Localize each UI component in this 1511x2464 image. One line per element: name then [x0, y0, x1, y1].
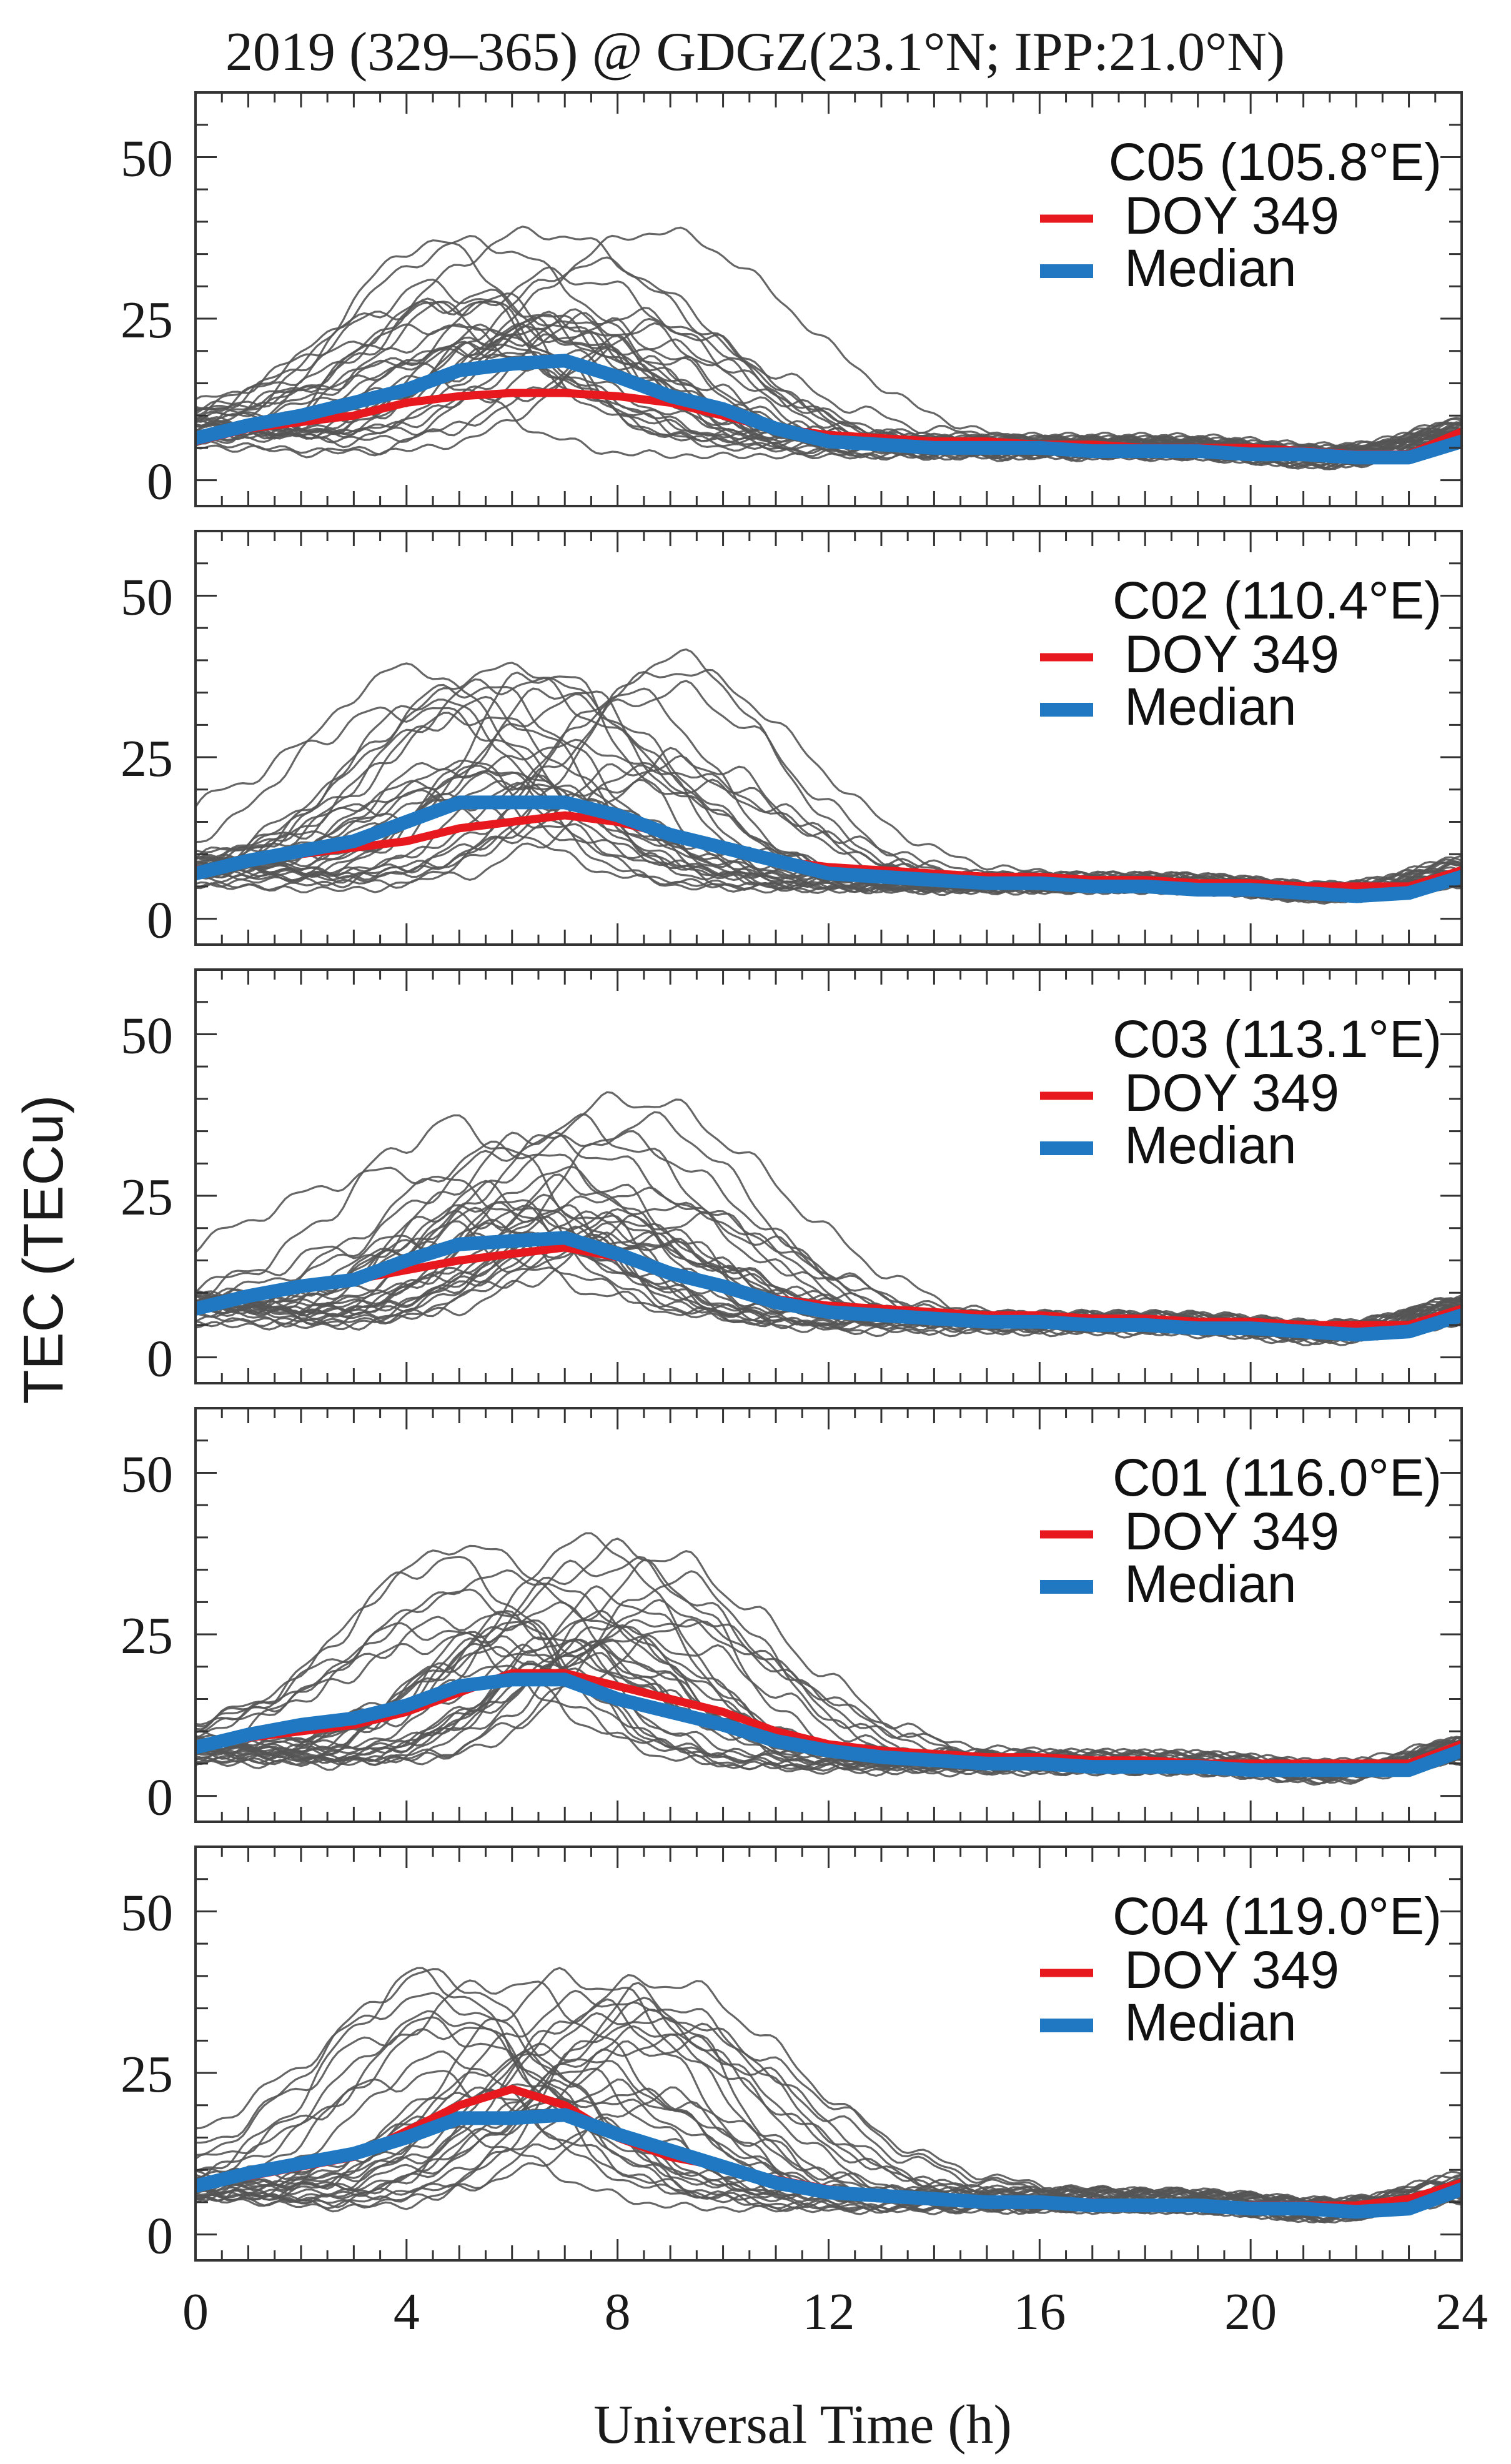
y-tick-label: 50: [121, 1445, 173, 1503]
legend-median-label: Median: [1124, 1116, 1297, 1175]
x-tick-label: 24: [1435, 2283, 1488, 2341]
median-line: [196, 2108, 1462, 2219]
y-axis-label: TEC (TECu): [12, 1095, 75, 1404]
median-line: [196, 1231, 1462, 1342]
y-tick-label: 50: [121, 568, 173, 626]
median-line: [196, 1672, 1462, 1777]
y-tick-label: 50: [121, 1884, 173, 1942]
y-tick-label: 0: [147, 1330, 173, 1388]
background-day-curve: [196, 1248, 1462, 1344]
x-tick-label: 8: [605, 2283, 631, 2341]
legend-doy349-label: DOY 349: [1124, 1063, 1339, 1122]
background-day-curve: [196, 1619, 1462, 1765]
y-tick-label: 0: [147, 1769, 173, 1827]
y-tick-label: 0: [147, 453, 173, 511]
x-axis-label: Universal Time (h): [593, 2395, 1012, 2455]
x-tick-label: 16: [1013, 2283, 1066, 2341]
x-tick-label: 12: [803, 2283, 855, 2341]
tick-marks: [194, 531, 1463, 945]
background-day-curve: [196, 1556, 1462, 1785]
panel-label: C03 (113.1°E): [1112, 1010, 1442, 1068]
y-tick-label: 25: [121, 730, 173, 788]
tick-marks: [194, 92, 1463, 506]
background-day-curve: [196, 1974, 1462, 2203]
panel-label: C01 (116.0°E): [1112, 1448, 1442, 1507]
tick-marks: [194, 1847, 1463, 2260]
y-tick-label: 25: [121, 1168, 173, 1226]
legend-median-label: Median: [1124, 239, 1297, 297]
legend-doy349-label: DOY 349: [1124, 186, 1339, 245]
legend-median-label: Median: [1124, 677, 1297, 736]
panel-label: C02 (110.4°E): [1112, 571, 1442, 630]
background-day-curve: [196, 2034, 1462, 2208]
panel-label: C04 (119.0°E): [1112, 1887, 1442, 1945]
tick-marks: [194, 1408, 1463, 1822]
x-tick-label: 0: [182, 2283, 209, 2341]
legend-doy349-label: DOY 349: [1124, 625, 1339, 683]
background-day-curve: [196, 1211, 1462, 1346]
y-tick-label: 25: [121, 291, 173, 349]
legend-doy349-label: DOY 349: [1124, 1502, 1339, 1561]
figure-title: 2019 (329–365) @ GDGZ(23.1°N; IPP:21.0°N…: [225, 22, 1285, 82]
background-day-curve: [196, 316, 1462, 469]
y-tick-label: 50: [121, 1006, 173, 1065]
x-tick-label: 4: [394, 2283, 420, 2341]
y-tick-label: 0: [147, 892, 173, 950]
legend-doy349-label: DOY 349: [1124, 1940, 1339, 1999]
legend-median-label: Median: [1124, 1554, 1297, 1613]
legend-median-label: Median: [1124, 1993, 1297, 2052]
x-tick-label: 20: [1224, 2283, 1277, 2341]
panel-label: C05 (105.8°E): [1109, 132, 1442, 191]
median-line: [196, 795, 1462, 903]
y-tick-label: 0: [147, 2207, 173, 2265]
y-tick-label: 25: [121, 1607, 173, 1665]
median-line: [196, 354, 1462, 465]
tick-marks: [194, 970, 1463, 1383]
background-day-curve: [196, 668, 1462, 890]
y-tick-label: 50: [121, 129, 173, 187]
y-tick-label: 25: [121, 2045, 173, 2104]
